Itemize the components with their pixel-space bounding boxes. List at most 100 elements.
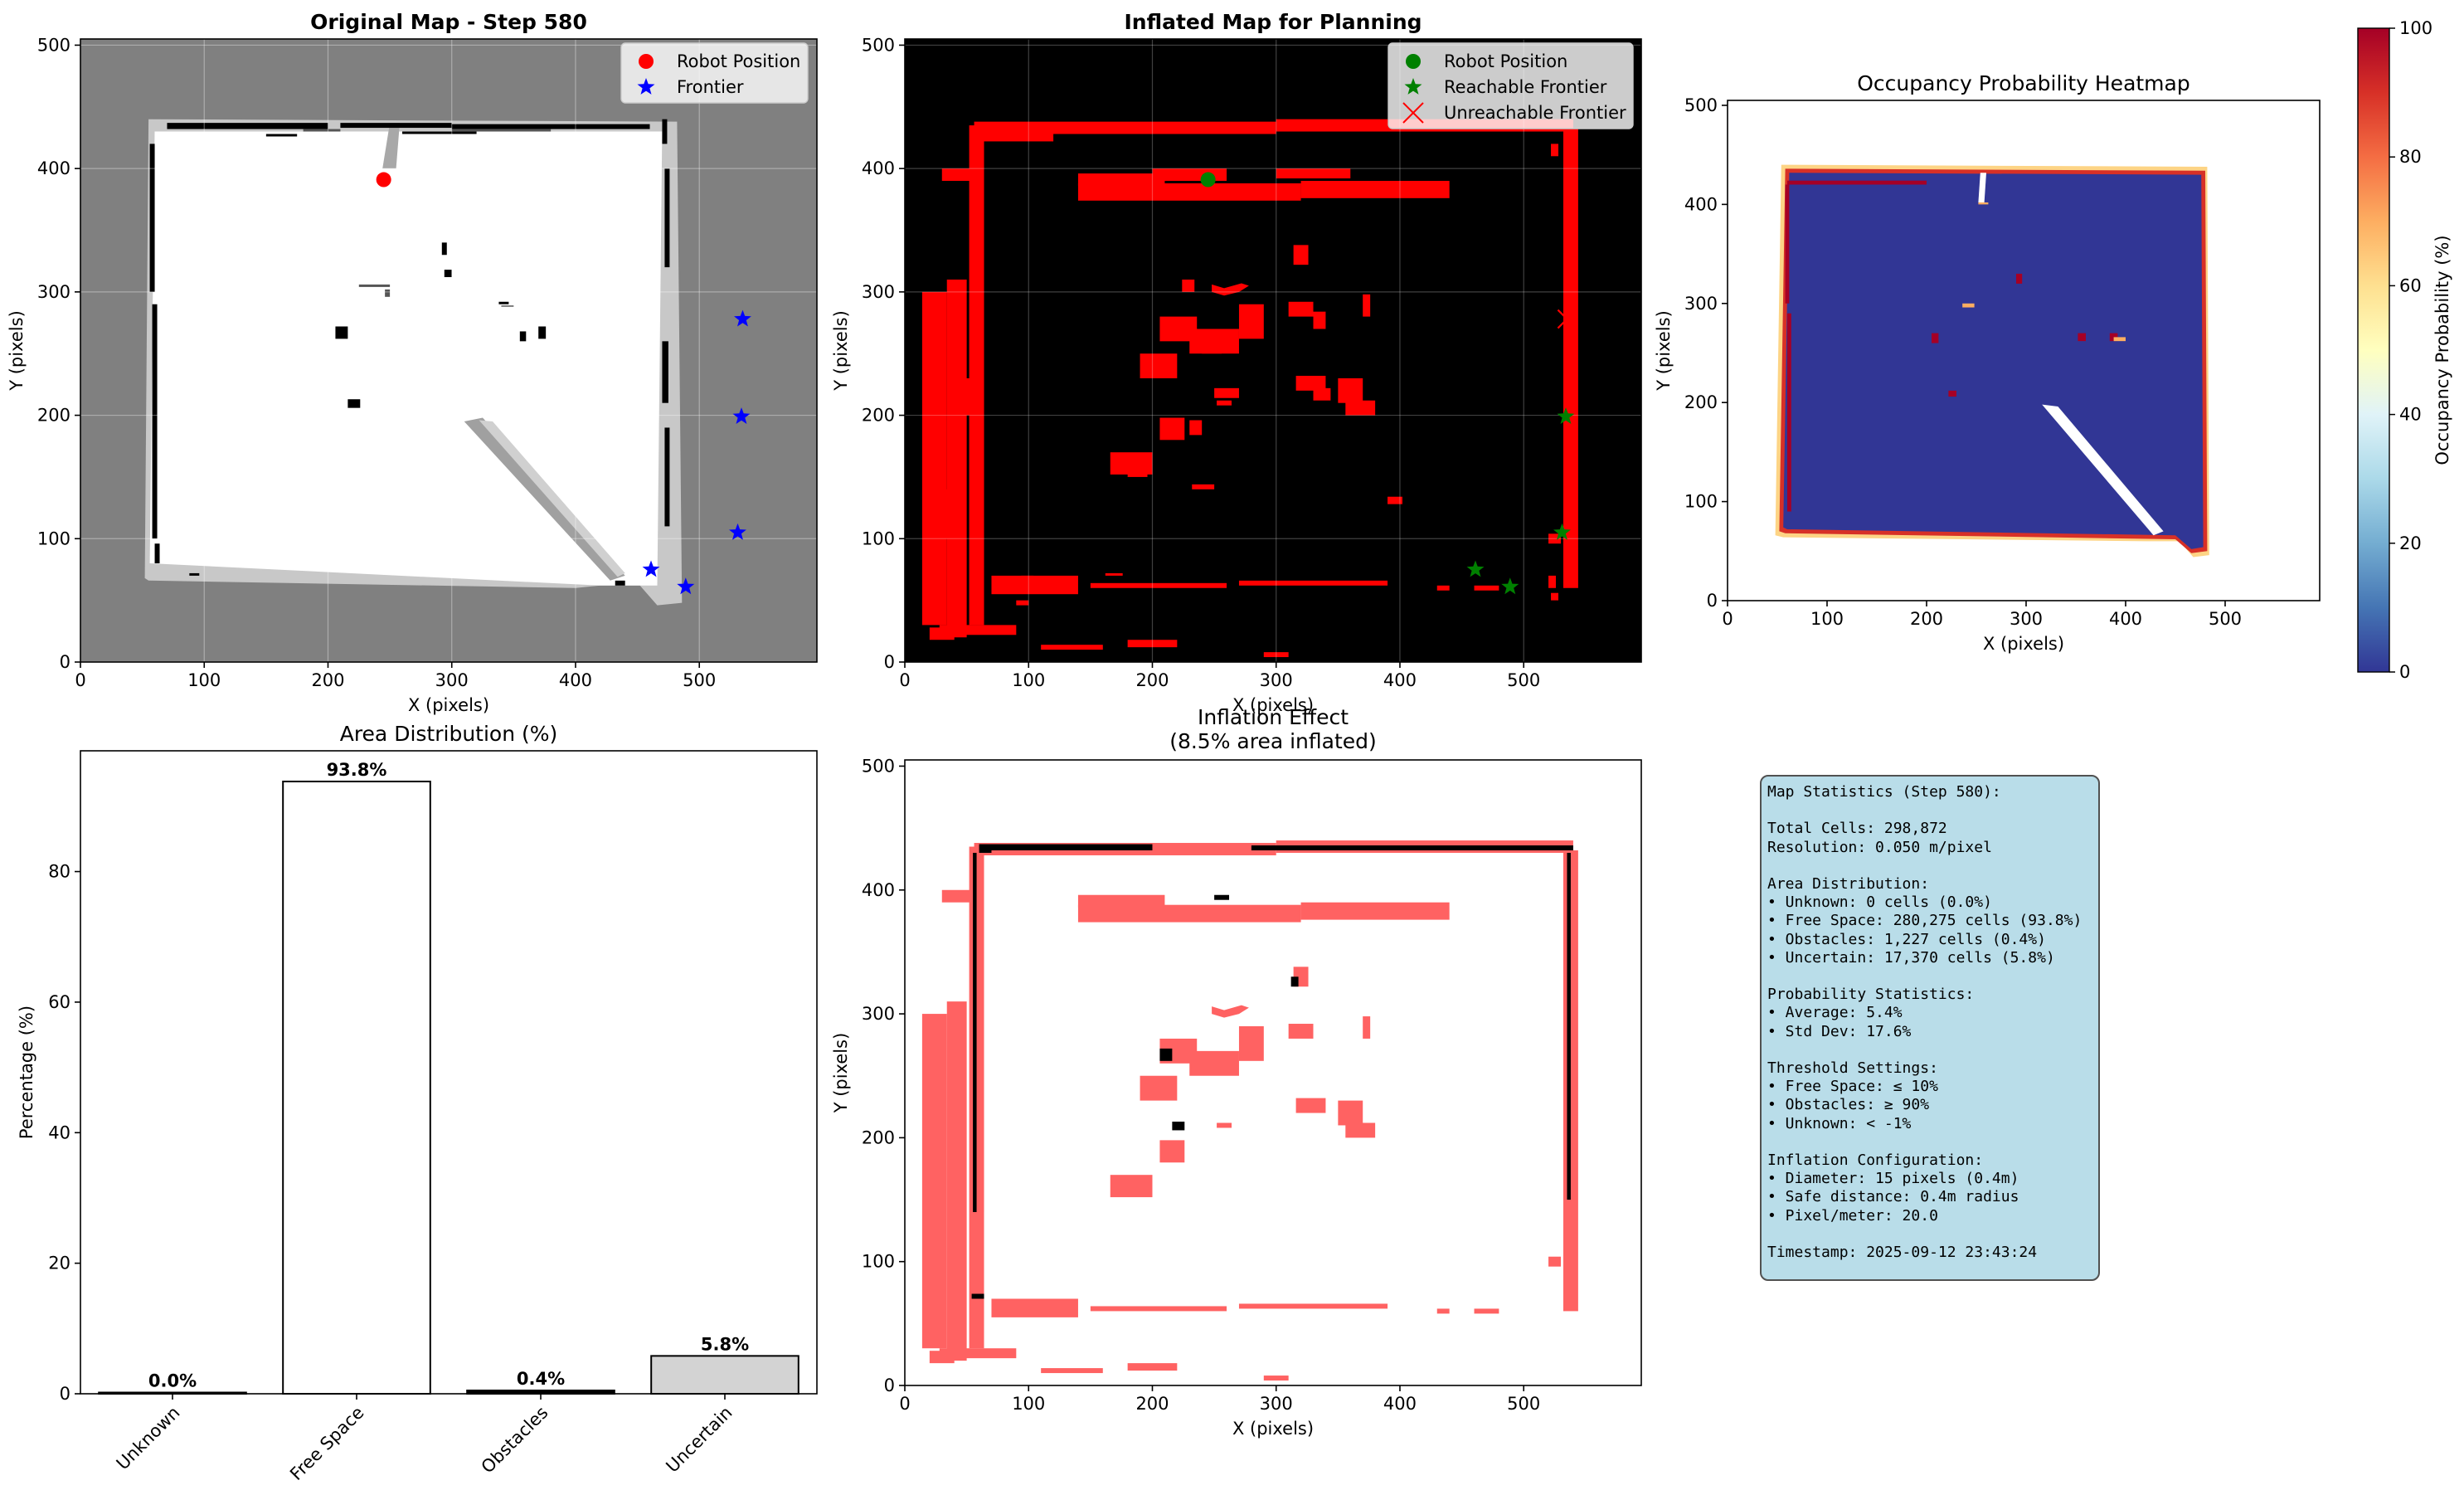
map-cell <box>1041 1368 1103 1374</box>
map-cell <box>1436 1308 1450 1314</box>
map-cell <box>1785 184 1790 304</box>
map-cell <box>1932 333 1939 343</box>
inflation-subtitle: (8.5% area inflated) <box>1169 729 1377 753</box>
map-cell <box>1313 311 1326 329</box>
colorbar-tick-label: 20 <box>2399 533 2422 553</box>
x-axis-label: X (pixels) <box>1232 695 1314 715</box>
map-cell <box>1127 1363 1178 1371</box>
y-tick-label: 200 <box>862 1127 895 1147</box>
y-tick-label: 500 <box>37 35 70 55</box>
map-cell <box>1127 640 1178 648</box>
map-cell <box>444 270 452 278</box>
map-region <box>1212 1005 1249 1018</box>
y-tick-label: 0 <box>60 1384 70 1404</box>
x-tick-label: Obstacles <box>478 1403 552 1478</box>
x-tick-label: 100 <box>1012 1394 1045 1414</box>
bar-value-label: 93.8% <box>327 760 387 780</box>
y-axis-label: Y (pixels) <box>831 310 851 392</box>
y-tick-label: 0 <box>884 1376 895 1395</box>
map-cell <box>1238 1303 1388 1309</box>
map-cell <box>1787 180 1927 185</box>
x-axis-label: X (pixels) <box>1983 634 2064 654</box>
inflated-map-image <box>905 39 1641 662</box>
map-cell <box>347 399 361 408</box>
colorbar-tick-label: 0 <box>2399 662 2410 682</box>
x-tick-label: 300 <box>435 670 469 690</box>
map-cell <box>2016 273 2023 284</box>
x-tick-label: 500 <box>1507 670 1540 690</box>
frontier-star-marker <box>1553 523 1571 540</box>
y-tick-label: 200 <box>1684 392 1718 412</box>
x-tick-label: 500 <box>1507 1394 1540 1414</box>
map-cell <box>991 575 1078 595</box>
map-cell <box>1300 181 1450 198</box>
y-tick-label: 0 <box>60 652 70 672</box>
y-tick-label: 500 <box>862 756 895 776</box>
map-region <box>479 420 625 577</box>
map-cell <box>1238 1026 1264 1061</box>
map-cell <box>939 1348 1017 1359</box>
axes-frame <box>80 750 818 1395</box>
x-tick-label: 200 <box>1135 670 1169 690</box>
axes-1: 0 100 200 300 400 500 0 100 200 300 400 500 X (pixel… <box>7 35 818 715</box>
map-cell <box>1551 144 1559 157</box>
frontier-star-marker <box>1466 560 1485 577</box>
y-tick-label: 0 <box>884 652 895 672</box>
y-tick-label: 100 <box>1684 492 1718 512</box>
frontier-star-marker <box>677 577 695 595</box>
x-tick-label: 300 <box>1260 670 1293 690</box>
map-cell <box>1293 245 1309 265</box>
map-cell <box>1140 1075 1178 1101</box>
map-cell <box>189 572 200 576</box>
map-cell <box>1016 600 1029 606</box>
map-cell <box>1105 572 1123 576</box>
legend-star-icon <box>1404 78 1422 95</box>
x-tick-label: Free Space <box>286 1403 367 1484</box>
y-tick-label: 200 <box>862 406 895 426</box>
map-cell <box>1217 400 1232 406</box>
map-cell <box>1238 580 1388 586</box>
map-cell <box>340 123 452 129</box>
y-tick-label: 300 <box>862 282 895 302</box>
map-cell <box>1251 845 1573 850</box>
legend-frame <box>620 42 809 104</box>
y-tick-label: 400 <box>862 158 895 178</box>
map-cell <box>1436 585 1450 591</box>
map-cell <box>939 625 1017 635</box>
legend-entry-label: Unreachable Frontier <box>1444 103 1626 123</box>
legend-2: Robot Position Reachable Frontier Unreacha… <box>1388 42 1634 129</box>
map-cell <box>1077 904 1301 923</box>
x-tick-label: 200 <box>1910 609 1943 629</box>
legend-entry-label: Reachable Frontier <box>1444 77 1607 97</box>
x-tick-label: 0 <box>75 670 85 690</box>
map-cell <box>969 125 984 626</box>
map-cell <box>498 301 509 304</box>
map-cell <box>402 131 477 134</box>
map-cell <box>615 580 625 586</box>
map-cell <box>265 134 298 137</box>
colorbar-tick-label: 80 <box>2399 147 2422 167</box>
map-cell <box>662 341 668 403</box>
map-cell <box>1276 168 1351 179</box>
x-axis-label: X (pixels) <box>408 695 489 715</box>
map-cell <box>1041 645 1103 650</box>
map-cell <box>1077 183 1301 201</box>
original-map-image <box>80 39 817 662</box>
map-region <box>149 131 663 586</box>
y-tick-label: 300 <box>37 282 70 302</box>
map-cell <box>1388 496 1402 504</box>
area-distribution-bars: 0.0% Unknown 93.8% Free Space 0.4% Obstacles 5… <box>17 722 818 1484</box>
x-tick-label: 500 <box>683 670 716 690</box>
map-cell <box>1217 1122 1232 1128</box>
map-cell <box>1474 1308 1499 1314</box>
map-cell <box>1090 1306 1227 1312</box>
map-region <box>382 123 400 169</box>
map-cell <box>538 326 547 339</box>
map-cell <box>921 291 947 626</box>
x-tick-label: 100 <box>187 670 221 690</box>
map-cell <box>1214 894 1230 900</box>
map-cell <box>1548 1256 1561 1267</box>
map-cell <box>954 377 974 416</box>
map-cell <box>167 123 328 129</box>
axes-frame <box>904 759 1642 1386</box>
